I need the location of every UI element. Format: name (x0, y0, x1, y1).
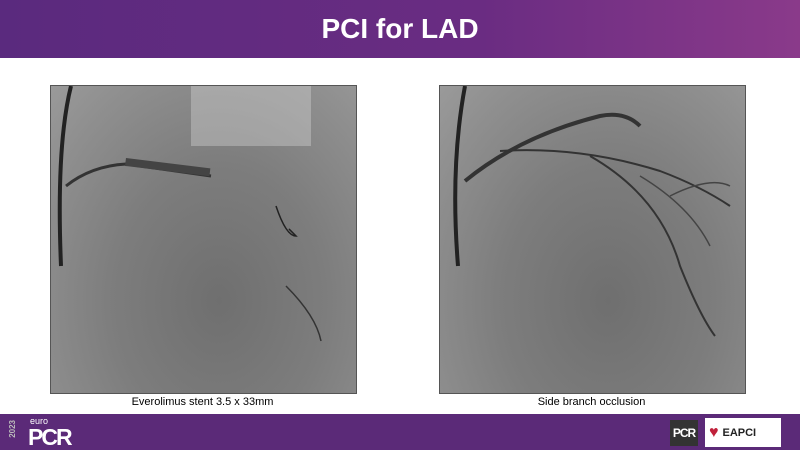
logo-year: 2023 (8, 420, 17, 438)
logo-main: PCR (28, 424, 73, 450)
heart-icon: ♥ (709, 423, 719, 441)
caption-left: Everolimus stent 3.5 x 33mm (131, 396, 274, 408)
slide-header: PCI for LAD (0, 0, 800, 58)
angiogram-left (50, 85, 357, 394)
eapci-text: EAPCI (722, 426, 757, 439)
angiogram-right (439, 85, 746, 394)
logo-prefix: euro (30, 416, 49, 426)
angiogram-left-drawing (57, 86, 322, 342)
pcr-logo: PCR (670, 420, 698, 446)
slide-title: PCI for LAD (321, 13, 479, 44)
eapci-logo: ♥ EAPCI (705, 418, 781, 447)
angiogram-right-drawing (453, 86, 731, 337)
slide-footer: 2023 euro PCR (0, 414, 800, 450)
caption-right: Side branch occlusion (537, 396, 646, 408)
